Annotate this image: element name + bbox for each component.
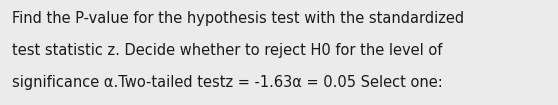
Text: significance α.Two-tailed testz = -1.63α = 0.05 Select one:: significance α.Two-tailed testz = -1.63α…	[12, 75, 442, 89]
Text: test statistic z. Decide whether to reject H0 for the level of: test statistic z. Decide whether to reje…	[12, 43, 442, 58]
Text: Find the P-value for the hypothesis test with the standardized: Find the P-value for the hypothesis test…	[12, 10, 464, 26]
